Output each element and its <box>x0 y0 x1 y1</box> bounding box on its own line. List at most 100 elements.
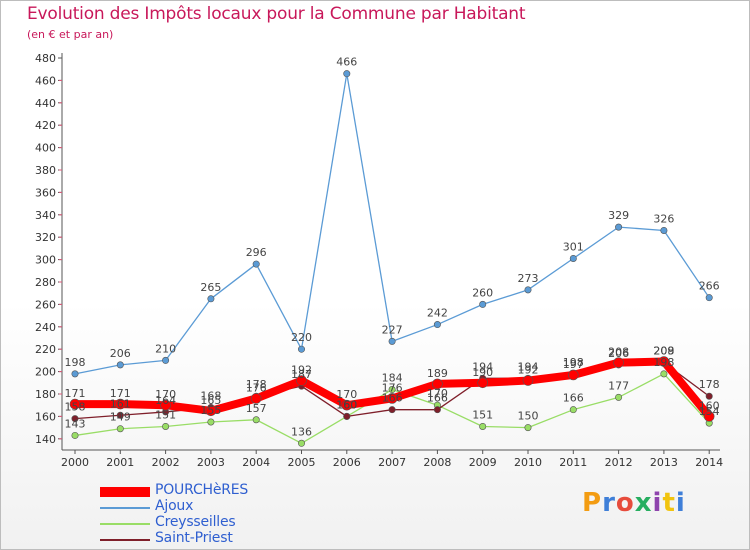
data-point <box>522 375 534 386</box>
data-point <box>569 406 577 414</box>
x-tick-label: 2000 <box>61 456 89 469</box>
data-label: 326 <box>653 212 674 225</box>
data-label: 198 <box>65 356 86 369</box>
logo-letter: i <box>675 488 686 518</box>
data-label: 301 <box>563 240 584 253</box>
data-point <box>116 361 124 369</box>
data-label: 171 <box>110 387 131 400</box>
data-point <box>613 357 624 368</box>
data-label: 197 <box>563 358 584 371</box>
data-label: 194 <box>472 360 493 373</box>
data-label: 154 <box>699 405 720 418</box>
data-label: 176 <box>382 381 403 394</box>
data-point <box>524 424 532 432</box>
logo-letter: o <box>615 488 635 518</box>
data-point <box>343 412 351 420</box>
data-label: 242 <box>427 307 448 320</box>
x-tick-label: 2001 <box>106 456 134 469</box>
data-label: 176 <box>246 381 267 394</box>
logo-letter: r <box>602 488 616 518</box>
data-label: 151 <box>155 408 176 421</box>
data-label: 149 <box>110 411 131 424</box>
data-point <box>432 378 443 390</box>
data-point <box>296 375 307 386</box>
data-label: 170 <box>427 387 448 400</box>
data-point <box>479 300 487 308</box>
data-label: 151 <box>472 408 493 421</box>
logo-letter: t <box>662 488 676 518</box>
x-tick-label: 2011 <box>559 456 587 469</box>
data-point <box>116 411 124 419</box>
data-label: 166 <box>563 392 584 405</box>
data-label: 184 <box>382 372 403 385</box>
y-tick-label: 320 <box>35 231 56 244</box>
data-label: 136 <box>291 425 312 438</box>
data-label: 260 <box>472 286 493 299</box>
data-label: 160 <box>699 399 720 412</box>
x-tick-label: 2009 <box>469 456 497 469</box>
data-point <box>207 295 215 303</box>
data-label: 210 <box>155 342 176 355</box>
x-tick-label: 2002 <box>152 456 180 469</box>
data-point <box>615 223 623 231</box>
data-point <box>433 321 441 329</box>
data-label: 165 <box>200 394 221 407</box>
y-tick-label: 460 <box>35 74 56 87</box>
proxiti-logo: Proxiti <box>582 488 686 518</box>
data-label: 168 <box>200 389 221 402</box>
data-label: 160 <box>336 398 357 411</box>
data-point <box>71 370 79 378</box>
y-tick-label: 420 <box>35 119 56 132</box>
legend-label: Creysseilles <box>155 514 236 530</box>
x-tick-label: 2005 <box>288 456 316 469</box>
data-point <box>162 422 170 430</box>
y-tick-label: 280 <box>35 276 56 289</box>
legend-label: Ajoux <box>155 498 194 514</box>
data-point <box>205 405 217 417</box>
data-label: 166 <box>382 392 403 405</box>
data-label: 177 <box>608 379 629 392</box>
data-label: 296 <box>246 246 267 259</box>
data-label: 198 <box>653 356 674 369</box>
y-tick-label: 220 <box>35 343 56 356</box>
data-label: 178 <box>699 378 720 391</box>
legend-swatch <box>100 487 150 497</box>
data-label: 178 <box>246 378 267 391</box>
data-label: 209 <box>653 345 674 358</box>
y-tick-label: 140 <box>35 433 56 446</box>
data-point <box>658 356 670 367</box>
y-tick-label: 480 <box>35 52 56 65</box>
data-label: 161 <box>110 397 131 410</box>
logo-letter: i <box>652 488 663 518</box>
data-point <box>703 411 715 422</box>
data-label: 164 <box>155 394 176 407</box>
data-point <box>71 431 79 439</box>
y-tick-label: 360 <box>35 186 56 199</box>
data-label: 158 <box>65 401 86 414</box>
data-point <box>386 393 398 404</box>
data-label: 170 <box>155 388 176 401</box>
data-label: 208 <box>608 346 629 359</box>
data-point <box>615 393 623 401</box>
data-label: 266 <box>699 280 720 293</box>
data-label: 189 <box>427 367 448 380</box>
x-tick-label: 2006 <box>333 456 361 469</box>
data-point <box>297 439 305 447</box>
y-tick-label: 160 <box>35 410 56 423</box>
data-point <box>477 377 489 389</box>
x-tick-label: 2008 <box>423 456 451 469</box>
data-label: 329 <box>608 209 629 222</box>
data-label: 171 <box>65 387 86 400</box>
y-tick-label: 240 <box>35 321 56 334</box>
data-label: 227 <box>382 323 403 336</box>
data-point <box>252 416 260 424</box>
y-tick-label: 200 <box>35 366 56 379</box>
logo-letter: P <box>582 488 603 518</box>
y-tick-label: 260 <box>35 298 56 311</box>
legend-swatch <box>100 523 150 525</box>
data-point <box>433 406 441 414</box>
y-tick-label: 340 <box>35 209 56 222</box>
data-point <box>569 254 577 262</box>
data-label: 143 <box>65 417 86 430</box>
data-label: 190 <box>472 366 493 379</box>
